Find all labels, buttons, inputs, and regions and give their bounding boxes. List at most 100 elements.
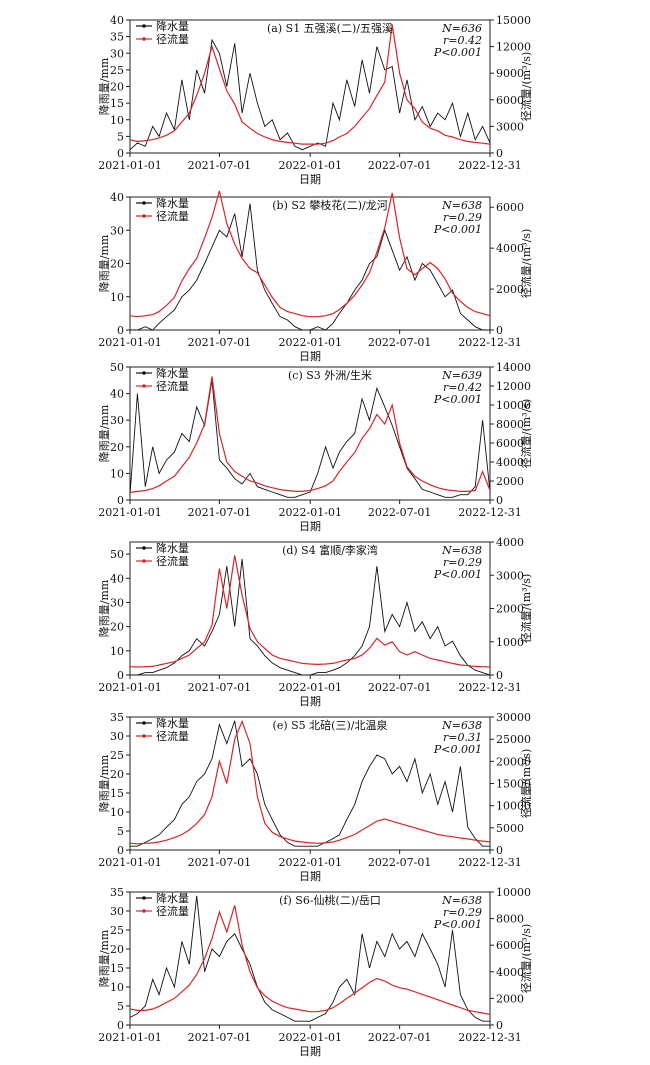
chart-title: (c) S3 外洲/生米	[288, 368, 372, 382]
y-right-axis-label: 径流量/(m³/s)	[519, 229, 533, 298]
x-tick-label: 2022-01-01	[279, 159, 342, 172]
y-left-tick-label: 30	[110, 224, 124, 237]
legend-marker	[142, 371, 146, 375]
stat-n: N=638	[441, 719, 482, 732]
y-right-tick-label: 8000	[496, 418, 524, 431]
y-left-tick-label: 0	[117, 324, 124, 337]
stat-p: P<0.001	[433, 223, 482, 236]
series-line-2	[129, 719, 491, 845]
y-right-tick-label: 9000	[496, 67, 524, 80]
legend-marker	[142, 24, 146, 28]
y-right-tick-label: 1000	[496, 636, 524, 649]
x-tick-label: 2021-01-01	[98, 856, 161, 869]
y-right-tick-label: 4000	[496, 242, 524, 255]
x-tick-label: 2022-12-31	[458, 856, 521, 869]
y-left-axis-label: 降雨量/mm	[97, 404, 111, 462]
y-right-tick-label: 10000	[496, 399, 531, 412]
legend-label: 降水量	[156, 366, 189, 380]
y-right-tick-label: 10000	[496, 800, 531, 813]
y-right-tick-label: 30000	[496, 711, 531, 724]
y-right-axis-label: 径流量/(m³/s)	[519, 749, 533, 818]
y-left-tick-label: 10	[110, 806, 124, 819]
y-left-tick-label: 20	[110, 441, 124, 454]
series-line-2	[129, 190, 491, 318]
y-right-tick-label: 0	[496, 324, 503, 337]
chart-panel-5: 0 5 10 15 20 25 30 35 0 5000 10000 15000 20000 25000 3…	[0, 705, 650, 885]
stat-r: r=0.31	[443, 731, 482, 744]
series-line-2	[129, 376, 491, 493]
y-left-tick-label: 10	[110, 645, 124, 658]
y-left-tick-label: 30	[110, 414, 124, 427]
y-left-tick-label: 10	[110, 981, 124, 994]
series-line-1	[129, 895, 490, 1022]
legend-marker	[142, 214, 146, 218]
y-right-tick-label: 2000	[496, 475, 524, 488]
legend-marker	[142, 896, 146, 900]
y-right-tick-label: 0	[496, 669, 503, 682]
x-tick-label: 2022-01-01	[279, 336, 342, 349]
y-right-tick-label: 5000	[496, 822, 524, 835]
x-tick-label: 2022-12-31	[458, 681, 521, 694]
y-right-tick-label: 2000	[496, 283, 524, 296]
legend-marker	[142, 384, 146, 388]
y-right-tick-label: 3000	[496, 120, 524, 133]
x-tick-label: 2022-07-01	[368, 856, 431, 869]
y-right-axis-label: 径流量/(m³/s)	[519, 574, 533, 643]
series-line-2	[129, 905, 491, 1015]
x-tick-label: 2021-01-01	[98, 336, 161, 349]
y-right-tick-label: 6000	[496, 939, 524, 952]
y-right-tick-label: 12000	[496, 380, 531, 393]
series-line-1	[129, 380, 491, 498]
legend-label: 降水量	[156, 891, 189, 905]
legend-marker	[142, 201, 146, 205]
y-left-tick-label: 0	[117, 494, 124, 507]
y-right-tick-label: 10000	[496, 886, 531, 899]
x-tick-label: 2022-01-01	[279, 1031, 342, 1044]
x-axis-label: 日期	[299, 520, 321, 533]
y-left-tick-label: 10	[110, 467, 124, 480]
y-left-tick-label: 40	[110, 388, 124, 401]
stat-r: r=0.42	[443, 34, 482, 47]
y-left-tick-label: 10	[110, 114, 124, 127]
legend-marker	[142, 909, 146, 913]
x-tick-label: 2022-12-31	[458, 159, 521, 172]
y-left-tick-label: 20	[110, 258, 124, 271]
y-right-axis-label: 径流量/(m³/s)	[519, 399, 533, 468]
legend-marker	[142, 37, 146, 41]
y-left-tick-label: 30	[110, 905, 124, 918]
stat-p: P<0.001	[433, 568, 482, 581]
y-right-axis-label: 径流量/(m³/s)	[519, 924, 533, 993]
legend-label: 降水量	[156, 716, 189, 730]
y-left-tick-label: 15	[110, 962, 124, 975]
x-tick-label: 2021-07-01	[188, 336, 251, 349]
y-left-axis-label: 降雨量/mm	[97, 754, 111, 812]
legend-label: 径流量	[156, 729, 189, 743]
y-left-tick-label: 50	[110, 548, 124, 561]
y-left-tick-label: 15	[110, 97, 124, 110]
legend-label: 径流量	[156, 209, 189, 223]
y-left-axis-label: 降雨量/mm	[97, 234, 111, 292]
x-tick-label: 2021-01-01	[98, 506, 161, 519]
x-axis-label: 日期	[299, 1045, 321, 1058]
stat-p: P<0.001	[433, 46, 482, 59]
x-axis-label: 日期	[299, 173, 321, 186]
series-line-1	[129, 38, 491, 151]
x-tick-label: 2022-07-01	[368, 159, 431, 172]
chart-panel-3: 0 10 20 30 40 50 0 2000 4000 6000 8000 10000 12000 14…	[0, 355, 650, 535]
y-right-tick-label: 6000	[496, 437, 524, 450]
y-right-tick-label: 25000	[496, 733, 531, 746]
legend-marker	[142, 546, 146, 550]
x-axis-label: 日期	[299, 870, 321, 883]
x-tick-label: 2021-01-01	[98, 159, 161, 172]
y-right-tick-label: 4000	[496, 456, 524, 469]
y-right-tick-label: 6000	[496, 94, 524, 107]
y-right-tick-label: 15000	[496, 778, 531, 791]
x-tick-label: 2022-12-31	[458, 1031, 521, 1044]
y-left-tick-label: 25	[110, 749, 124, 762]
y-right-tick-label: 0	[496, 1019, 503, 1032]
y-left-tick-label: 40	[110, 191, 124, 204]
x-tick-label: 2022-12-31	[458, 506, 521, 519]
y-right-tick-label: 6000	[496, 201, 524, 214]
series-line-2	[129, 555, 491, 668]
chart-panel-4: 0 10 20 30 40 50 0 1000 2000 3000 4000 2021-01-01 20…	[0, 530, 650, 710]
